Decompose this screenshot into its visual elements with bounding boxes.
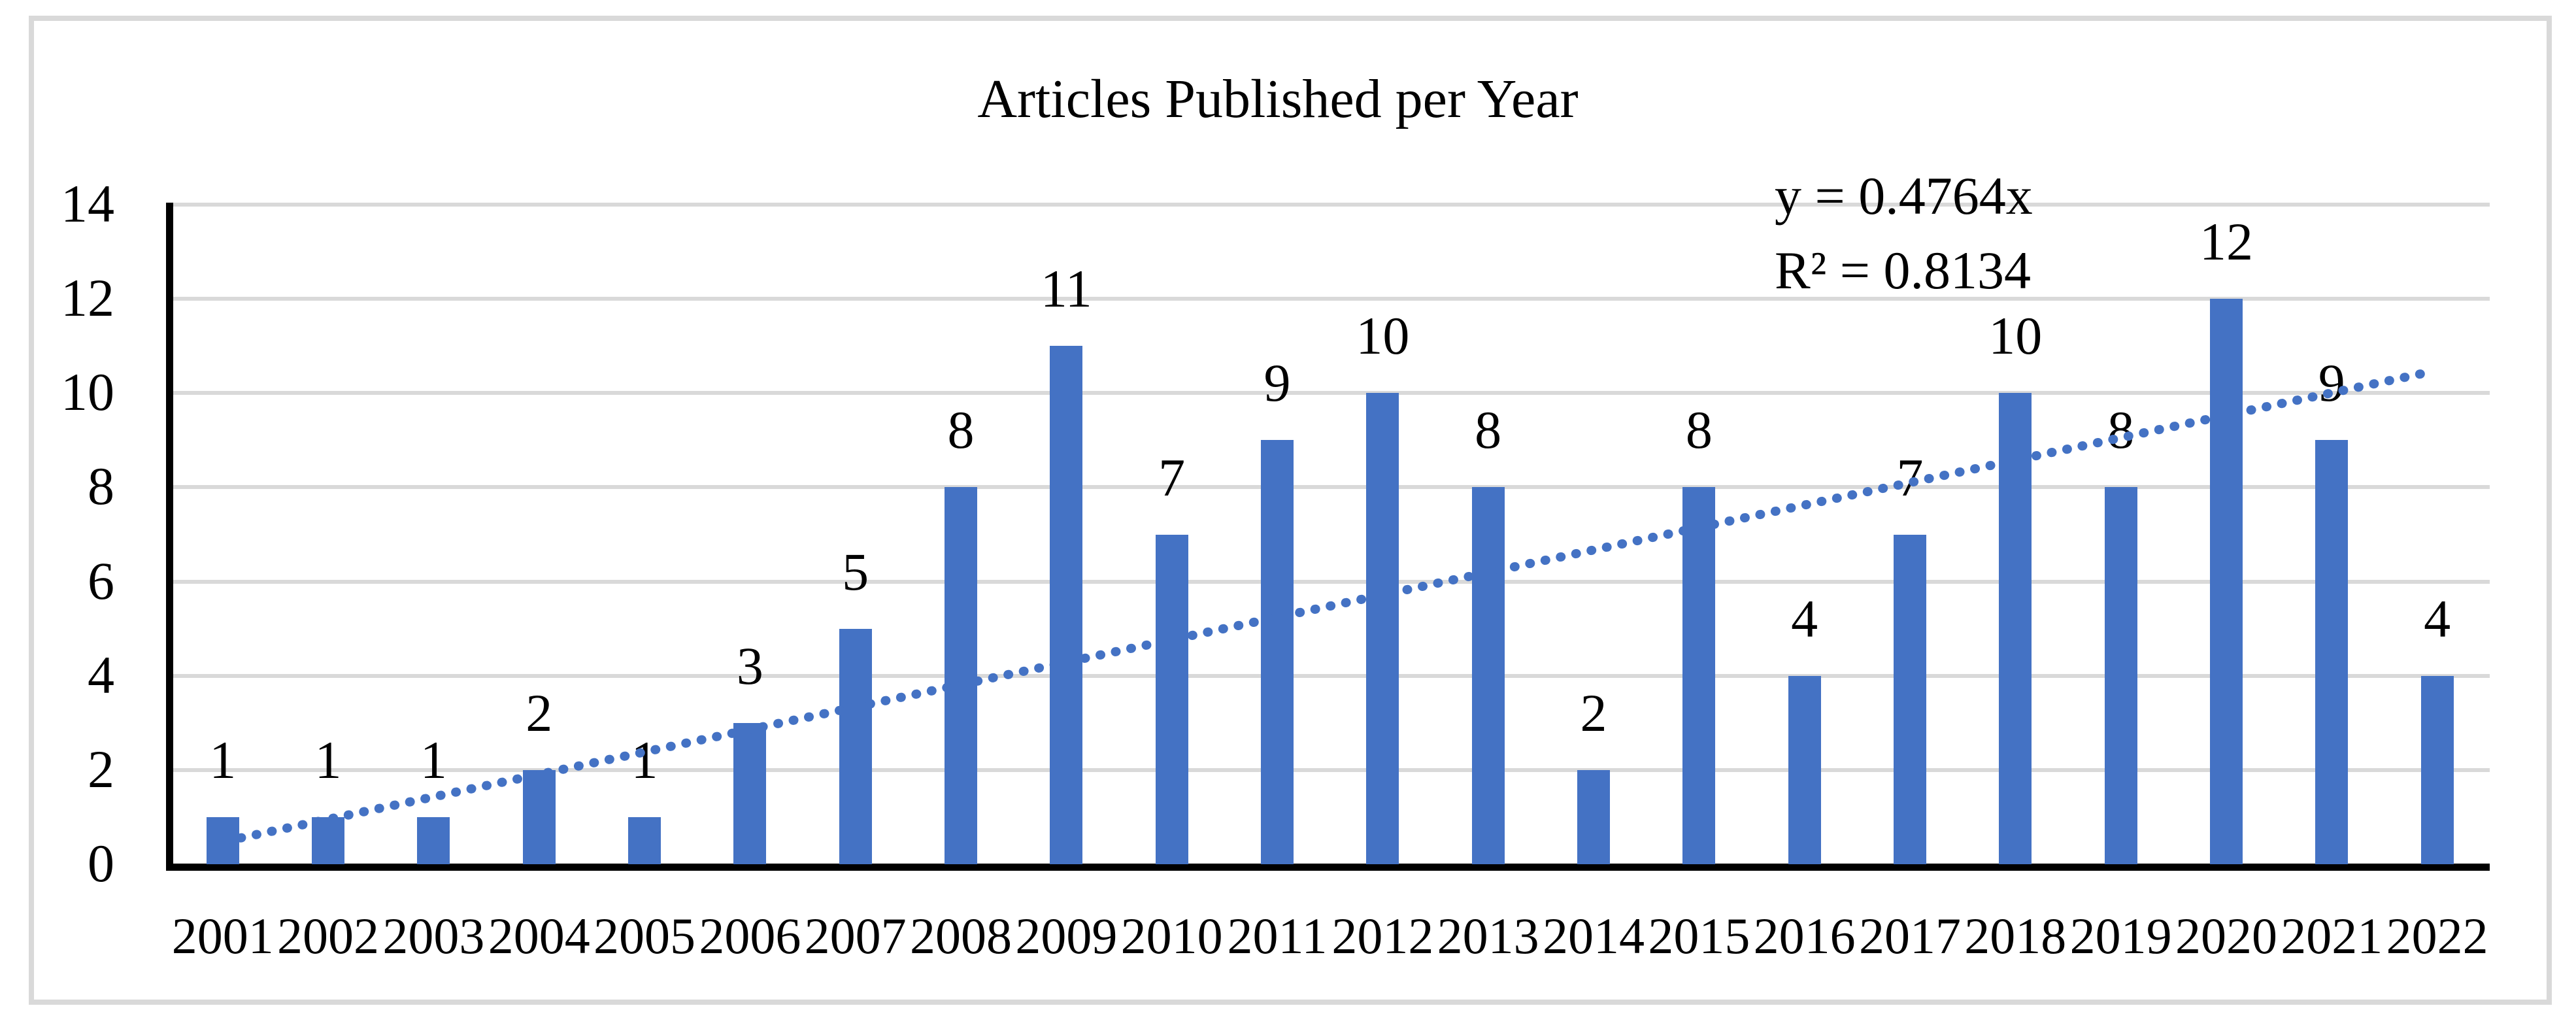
chart-border [29, 16, 2552, 1005]
bar-2006 [733, 722, 767, 864]
x-axis-label-2013: 2013 [1437, 907, 1539, 964]
x-axis-label-2014: 2014 [1542, 907, 1645, 964]
bar-value-label-2013: 8 [1475, 400, 1502, 460]
bar-2014 [1577, 769, 1610, 864]
trendline-equation: y = 0.4764x [1775, 166, 2033, 226]
gridline-4 [170, 673, 2490, 678]
bar-value-label-2020: 12 [2199, 212, 2253, 272]
bar-value-label-2006: 3 [736, 635, 763, 696]
x-axis-label-2009: 2009 [1015, 907, 1118, 964]
x-axis-label-2007: 2007 [804, 907, 907, 964]
bar-value-label-2010: 7 [1158, 447, 1186, 507]
x-axis-label-2005: 2005 [594, 907, 696, 964]
y-axis-label-6: 6 [88, 550, 114, 611]
trendline-r-squared: R² = 0.8134 [1775, 241, 2032, 300]
bar-2002 [312, 817, 345, 864]
bar-2004 [522, 769, 556, 864]
y-axis-label-14: 14 [61, 174, 114, 234]
bar-2008 [945, 487, 977, 864]
x-axis-label-2021: 2021 [2281, 907, 2383, 964]
x-axis-label-2022: 2022 [2386, 907, 2488, 964]
y-axis-label-12: 12 [61, 268, 114, 328]
x-axis-label-2018: 2018 [1964, 907, 2067, 964]
x-axis-label-2008: 2008 [910, 907, 1012, 964]
bar-value-label-2014: 2 [1580, 682, 1607, 743]
x-axis-label-2006: 2006 [699, 907, 801, 964]
bar-2022 [2420, 675, 2454, 864]
bar-value-label-2022: 4 [2424, 588, 2451, 648]
bar-value-label-2009: 11 [1040, 259, 1092, 319]
bar-value-label-2017: 7 [1896, 447, 1924, 507]
bar-2016 [1788, 675, 1821, 864]
x-axis-label-2020: 2020 [2175, 907, 2277, 964]
y-axis-label-0: 0 [88, 833, 114, 893]
x-axis-label-2004: 2004 [488, 907, 590, 964]
bar-2012 [1366, 393, 1399, 864]
bar-value-label-2021: 9 [2318, 353, 2345, 413]
y-axis-label-4: 4 [88, 645, 114, 705]
x-axis-label-2001: 2001 [171, 907, 274, 964]
gridline-6 [170, 579, 2490, 584]
x-axis-label-2002: 2002 [277, 907, 380, 964]
x-axis-label-2011: 2011 [1227, 907, 1328, 964]
bar-2019 [2104, 487, 2137, 864]
bar-2003 [417, 817, 450, 864]
bar-2005 [628, 817, 661, 864]
bar-value-label-2016: 4 [1791, 588, 1818, 648]
y-axis-line [166, 203, 173, 871]
bar-value-label-2008: 8 [947, 400, 975, 460]
y-axis-label-10: 10 [61, 362, 114, 422]
bar-2010 [1155, 534, 1188, 864]
gridline-8 [170, 485, 2490, 490]
gridline-14 [170, 203, 2490, 207]
bar-value-label-2005: 1 [631, 730, 658, 790]
bar-value-label-2018: 10 [1988, 306, 2043, 366]
x-axis-label-2017: 2017 [1858, 907, 1961, 964]
x-axis-label-2012: 2012 [1331, 907, 1434, 964]
bar-value-label-2019: 8 [2107, 400, 2135, 460]
bar-2021 [2315, 440, 2349, 864]
x-axis-label-2019: 2019 [2069, 907, 2172, 964]
bar-2020 [2209, 299, 2243, 864]
y-axis-label-8: 8 [88, 456, 114, 516]
bar-2018 [1999, 393, 2032, 864]
x-axis-label-2010: 2010 [1120, 907, 1223, 964]
bar-value-label-2012: 10 [1356, 306, 1410, 366]
bar-value-label-2007: 5 [842, 541, 869, 601]
bar-value-label-2015: 8 [1685, 400, 1713, 460]
bar-2009 [1050, 346, 1083, 864]
x-axis-label-2015: 2015 [1648, 907, 1750, 964]
y-axis-label-2: 2 [88, 739, 114, 799]
chart-title: Articles Published per Year [977, 69, 1579, 129]
bar-2013 [1471, 487, 1505, 864]
gridline-12 [170, 297, 2490, 301]
x-axis-label-2016: 2016 [1753, 907, 1856, 964]
bar-2011 [1261, 440, 1294, 864]
x-axis-label-2003: 2003 [382, 907, 485, 964]
x-axis-line [166, 864, 2490, 871]
bar-2015 [1682, 487, 1716, 864]
bar-2017 [1893, 534, 1926, 864]
bar-2007 [839, 628, 872, 864]
gridline-2 [170, 767, 2490, 772]
bar-2001 [206, 817, 239, 864]
